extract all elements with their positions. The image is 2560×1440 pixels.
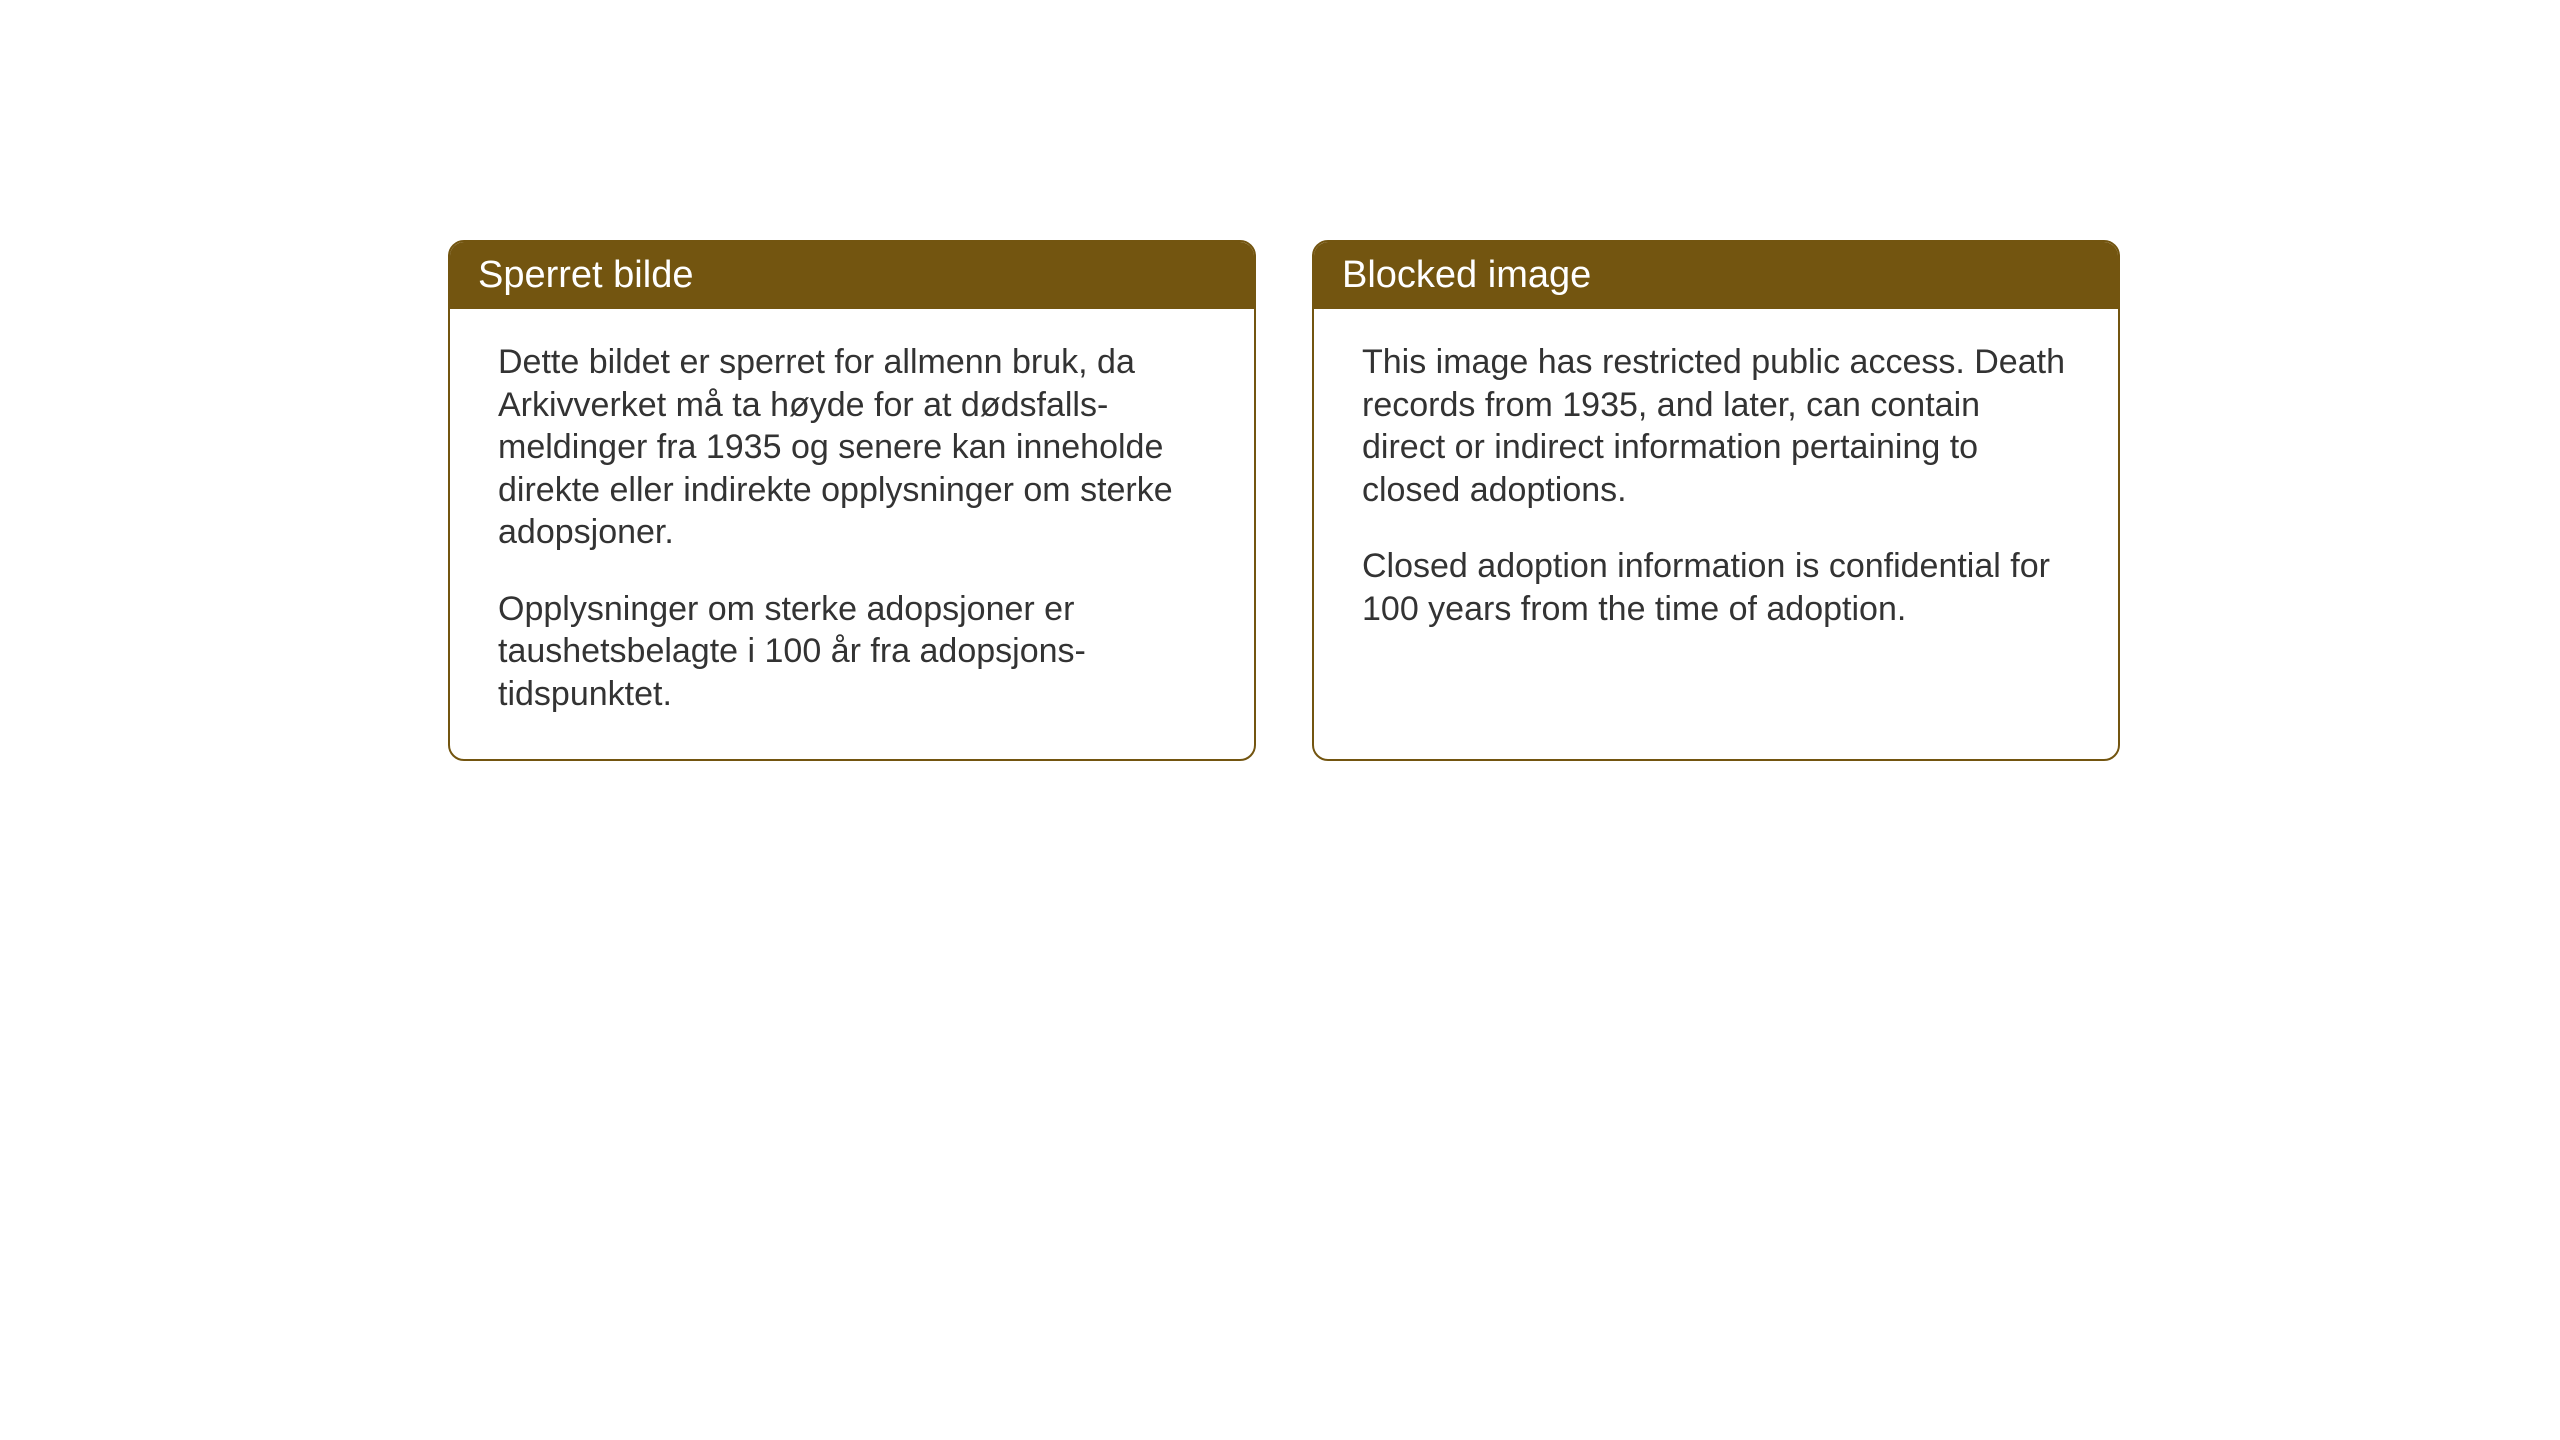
notice-header-english: Blocked image <box>1314 242 2118 309</box>
notice-body-norwegian: Dette bildet er sperret for allmenn bruk… <box>450 309 1254 759</box>
notice-paragraph: Dette bildet er sperret for allmenn bruk… <box>498 341 1206 554</box>
notice-container: Sperret bilde Dette bildet er sperret fo… <box>448 240 2120 761</box>
notice-box-norwegian: Sperret bilde Dette bildet er sperret fo… <box>448 240 1256 761</box>
notice-paragraph: Closed adoption information is confident… <box>1362 545 2070 630</box>
notice-body-english: This image has restricted public access.… <box>1314 309 2118 739</box>
notice-header-norwegian: Sperret bilde <box>450 242 1254 309</box>
notice-box-english: Blocked image This image has restricted … <box>1312 240 2120 761</box>
notice-paragraph: This image has restricted public access.… <box>1362 341 2070 511</box>
notice-paragraph: Opplysninger om sterke adopsjoner er tau… <box>498 588 1206 716</box>
